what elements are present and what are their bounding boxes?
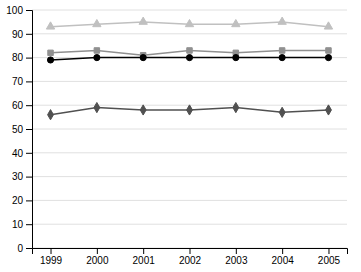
x-axis-tick-mark <box>51 248 52 254</box>
y-axis-tick: 10 <box>12 219 32 230</box>
series <box>47 55 331 64</box>
x-axis-tick-label: 2004 <box>272 255 295 266</box>
x-axis-tick-mark <box>143 248 144 254</box>
y-axis: 0 10 20 30 40 50 60 70 80 90 100 <box>6 5 32 254</box>
y-axis-tick-mark <box>26 248 32 249</box>
y-axis-tick-mark <box>26 177 32 178</box>
y-axis-tick: 20 <box>12 195 32 206</box>
y-axis-tick-mark <box>26 105 32 106</box>
series-marker <box>47 57 53 63</box>
series-marker <box>94 48 99 53</box>
y-axis-tick-label: 90 <box>12 29 24 40</box>
series-marker <box>279 107 285 117</box>
y-axis-tick-mark <box>26 224 32 225</box>
x-axis-tick-label: 2003 <box>225 255 248 266</box>
series-marker <box>233 102 239 112</box>
x-axis-tick-label: 2001 <box>133 255 156 266</box>
y-axis-tick: 70 <box>12 76 32 87</box>
series-marker <box>279 55 285 61</box>
series-marker <box>140 105 146 115</box>
x-axis-tick: 2001 <box>133 248 156 266</box>
series-marker <box>187 48 192 53</box>
series-marker <box>325 55 331 61</box>
grid-line <box>32 152 347 153</box>
series-marker <box>139 17 147 24</box>
series <box>48 102 332 119</box>
y-axis-tick-label: 10 <box>12 219 24 230</box>
y-axis-tick-mark <box>26 10 32 11</box>
series-marker <box>93 19 101 26</box>
x-axis-tick: 1999 <box>40 248 63 266</box>
x-axis-tick-mark <box>97 248 98 254</box>
y-axis-tick-label: 30 <box>12 171 24 182</box>
grid-line <box>32 200 347 201</box>
x-axis-tick-label: 2005 <box>318 255 341 266</box>
y-axis-tick: 60 <box>12 100 32 111</box>
x-axis-tick-label: 2000 <box>86 255 109 266</box>
x-axis-tick-mark <box>190 248 191 254</box>
x-axis-tick-label: 1999 <box>40 255 63 266</box>
grid-line <box>32 176 347 177</box>
y-axis-tick-label: 60 <box>12 100 24 111</box>
series-marker <box>278 17 286 24</box>
series-marker <box>140 55 146 61</box>
y-axis-tick-label: 0 <box>17 243 23 254</box>
y-axis-tick-label: 70 <box>12 76 24 87</box>
y-axis-tick: 0 <box>17 243 32 254</box>
series-marker <box>326 105 332 115</box>
x-axis-tick: 2004 <box>272 248 295 266</box>
y-axis-tick-label: 100 <box>6 5 23 16</box>
x-axis-tick: 2005 <box>318 248 341 266</box>
plot-area <box>46 17 332 120</box>
chart: 1999 2000 2001 2002 2003 2004 2005 0 10 20 30 40 50 6… <box>0 0 361 272</box>
y-axis-tick-mark <box>26 81 32 82</box>
series-marker <box>185 19 193 26</box>
x-axis-tick-mark <box>282 248 283 254</box>
series-marker <box>326 48 331 53</box>
y-axis-tick: 80 <box>12 52 32 63</box>
series-marker <box>48 110 54 120</box>
y-axis-line <box>26 11 33 249</box>
y-axis-tick-label: 20 <box>12 195 24 206</box>
y-axis-tick: 40 <box>12 148 32 159</box>
x-axis-tick-mark <box>236 248 237 254</box>
y-axis-tick-label: 40 <box>12 148 24 159</box>
series-marker <box>46 22 54 29</box>
series-marker <box>94 55 100 61</box>
y-axis-tick-mark <box>26 129 32 130</box>
x-axis-line <box>33 249 348 255</box>
y-axis-tick-label: 50 <box>12 124 24 135</box>
x-axis-tick-mark <box>328 248 329 254</box>
x-axis-tick: 2003 <box>225 248 248 266</box>
series-marker <box>186 55 192 61</box>
grid-line <box>32 10 347 11</box>
series <box>46 17 332 29</box>
series-marker <box>232 19 240 26</box>
x-axis-tick: 2000 <box>86 248 109 266</box>
x-axis: 1999 2000 2001 2002 2003 2004 2005 <box>33 248 348 266</box>
y-axis-tick: 90 <box>12 29 32 40</box>
series-marker <box>48 50 53 55</box>
y-axis-tick-mark <box>26 153 32 154</box>
x-axis-tick-label: 2002 <box>179 255 202 266</box>
grid-line <box>32 81 347 82</box>
grid <box>32 10 347 248</box>
series-marker <box>279 48 284 53</box>
series-marker <box>324 22 332 29</box>
x-axis-tick: 2002 <box>179 248 202 266</box>
grid-line <box>32 129 347 130</box>
y-axis-tick: 50 <box>12 124 32 135</box>
y-axis-tick-mark <box>26 58 32 59</box>
plot-root: 1999 2000 2001 2002 2003 2004 2005 0 10 20 30 40 50 6… <box>6 5 347 266</box>
grid-line <box>32 33 347 34</box>
y-axis-tick: 100 <box>6 5 32 16</box>
y-axis-tick: 30 <box>12 171 32 182</box>
y-axis-tick-mark <box>26 34 32 35</box>
grid-line <box>32 224 347 225</box>
series-marker <box>187 105 193 115</box>
y-axis-tick-label: 80 <box>12 52 24 63</box>
series-marker <box>94 102 100 112</box>
y-axis-tick-mark <box>26 200 32 201</box>
series-marker <box>233 55 239 61</box>
